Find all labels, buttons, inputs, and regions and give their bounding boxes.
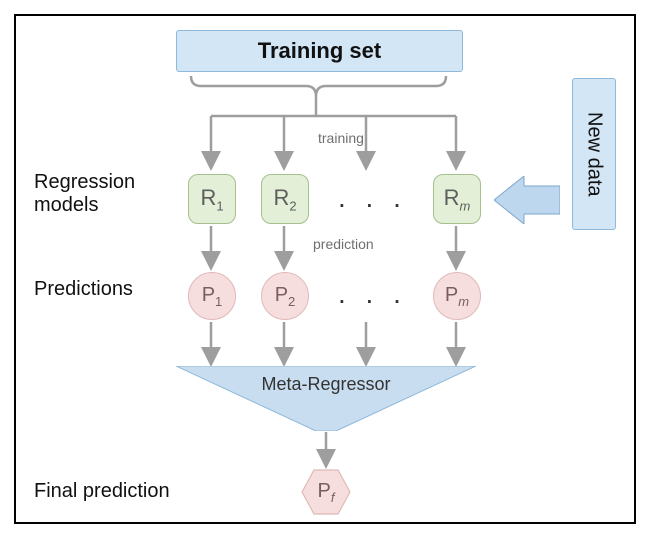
training-edge-label: training	[318, 130, 364, 146]
regression-node-1: R1	[188, 174, 236, 224]
diagram-frame: Training set training Regression models …	[14, 14, 636, 524]
training-set-box: Training set	[176, 30, 463, 72]
meta-regressor-label: Meta-Regressor	[176, 374, 476, 395]
prediction-node-1: P1	[188, 272, 236, 320]
prediction-node-2: P2	[261, 272, 309, 320]
predictions-side-label: Predictions	[34, 278, 133, 301]
new-data-box: New data	[572, 78, 616, 230]
prediction-dots: . . .	[338, 278, 407, 310]
final-side-label: Final prediction	[34, 480, 170, 503]
prediction-edge-label: prediction	[313, 236, 374, 252]
prediction-node-m: Pm	[433, 272, 481, 320]
regression-node-2: R2	[261, 174, 309, 224]
regression-dots: . . .	[338, 182, 407, 214]
new-data-arrow	[494, 176, 560, 224]
final-prediction-node: Pf	[300, 468, 352, 516]
training-set-label: Training set	[258, 38, 381, 64]
regression-side-label: Regression models	[34, 171, 135, 217]
new-data-label: New data	[583, 112, 606, 197]
arrow-layer	[16, 16, 638, 526]
regression-node-m: Rm	[433, 174, 481, 224]
meta-regressor: Meta-Regressor	[176, 366, 476, 431]
